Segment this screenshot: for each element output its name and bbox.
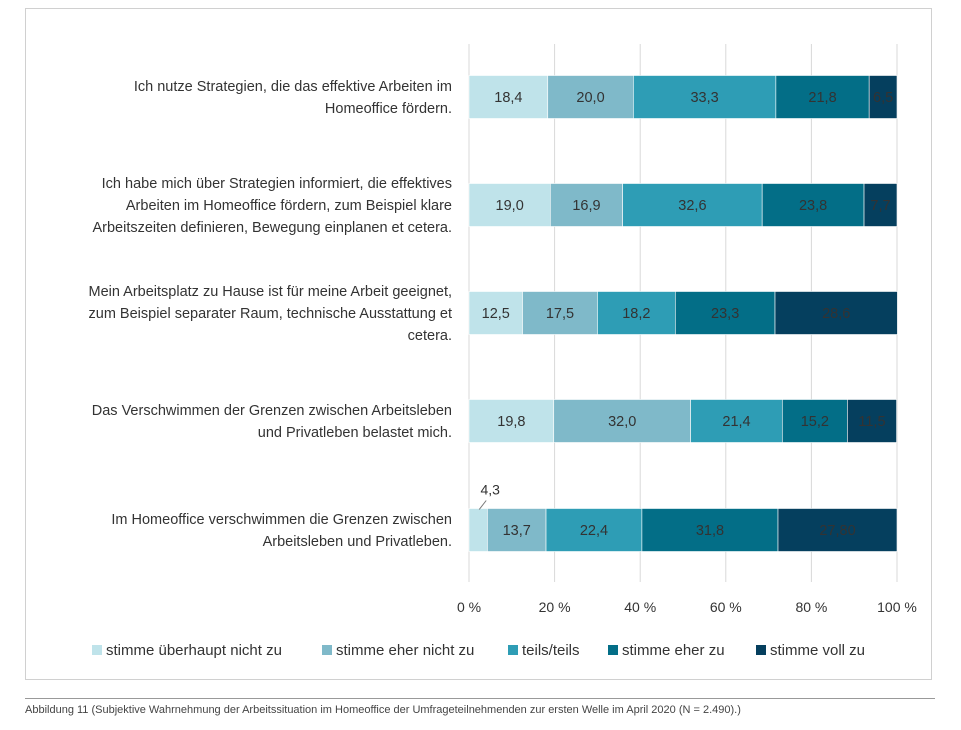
bar-segment — [774, 291, 898, 335]
legend-label: teils/teils — [522, 642, 580, 659]
legend-swatch — [508, 645, 518, 655]
category-label: und Privatleben belastet mich. — [258, 425, 452, 441]
data-label: 20,0 — [576, 90, 604, 106]
bar-segment — [550, 183, 623, 227]
x-tick-label: 20 % — [539, 599, 571, 615]
x-tick-label: 0 % — [457, 599, 481, 615]
bar-segment — [487, 508, 547, 552]
bar-segment — [622, 183, 763, 227]
data-label: 31,8 — [696, 523, 724, 539]
x-tick-label: 60 % — [710, 599, 742, 615]
bar-segment — [522, 291, 598, 335]
data-label: 23,8 — [799, 198, 827, 214]
data-label: 16,9 — [572, 198, 600, 214]
data-label: 4,3 — [480, 482, 500, 498]
data-label: 6,5 — [873, 90, 893, 106]
chart-frame — [25, 8, 932, 680]
category-label: Arbeitszeiten definieren, Bewegung einpl… — [92, 220, 452, 236]
category-label: Im Homeoffice verschwimmen die Grenzen z… — [111, 512, 452, 528]
data-label: 32,6 — [678, 198, 706, 214]
x-tick-label: 100 % — [877, 599, 917, 615]
category-label: cetera. — [408, 328, 452, 344]
legend-swatch — [92, 645, 102, 655]
category-label: Ich habe mich über Strategien informiert… — [102, 176, 452, 192]
data-label: 19,8 — [497, 414, 525, 430]
legend-label: stimme eher zu — [622, 642, 725, 659]
data-label: 22,4 — [580, 523, 608, 539]
leader-line — [478, 500, 487, 510]
bar-segment — [545, 508, 643, 552]
bar-segment — [847, 399, 897, 443]
bar-segment — [674, 291, 776, 335]
category-label: Arbeiten im Homeoffice fördern, zum Beis… — [126, 198, 452, 214]
bar-segment — [863, 183, 898, 227]
bar-segment — [868, 75, 898, 119]
bar-segment — [633, 75, 777, 119]
bar-segment — [468, 291, 523, 335]
bar-segment — [547, 75, 634, 119]
data-label: 15,2 — [801, 414, 829, 430]
bar-segment — [553, 399, 692, 443]
legend-label: stimme überhaupt nicht zu — [106, 642, 282, 659]
data-label: 33,3 — [690, 90, 718, 106]
bar-segment — [775, 75, 870, 119]
data-label: 18,4 — [494, 90, 522, 106]
data-label: 13,7 — [503, 523, 531, 539]
bar-segment — [777, 508, 898, 552]
legend-swatch — [756, 645, 766, 655]
category-label: Das Verschwimmen der Grenzen zwischen Ar… — [92, 403, 452, 419]
data-label: 27,80 — [819, 523, 855, 539]
data-label: 11,5 — [858, 414, 885, 430]
x-tick-label: 40 % — [624, 599, 656, 615]
category-label: zum Beispiel separater Raum, technische … — [89, 306, 453, 322]
legend-label: stimme voll zu — [770, 642, 865, 659]
legend-label: stimme eher nicht zu — [336, 642, 474, 659]
bar-segment — [468, 183, 551, 227]
data-label: 32,0 — [608, 414, 636, 430]
bar-segment — [468, 399, 555, 443]
data-label: 23,3 — [711, 306, 739, 322]
data-label: 21,8 — [808, 90, 836, 106]
bar-segment — [761, 183, 865, 227]
x-tick-label: 80 % — [795, 599, 827, 615]
legend-swatch — [608, 645, 618, 655]
caption-rule — [25, 698, 935, 699]
stacked-bar-chart: Ich nutze Strategien, die das effektive … — [89, 44, 917, 659]
data-label: 21,4 — [722, 414, 750, 430]
bar-segment — [468, 75, 549, 119]
category-label: Mein Arbeitsplatz zu Hause ist für meine… — [89, 284, 453, 300]
bar-segment — [690, 399, 783, 443]
category-label: Ich nutze Strategien, die das effektive … — [134, 79, 452, 95]
category-label: Homeoffice fördern. — [325, 101, 452, 117]
data-label: 12,5 — [482, 306, 510, 322]
bar-segment — [468, 508, 488, 552]
bar-segment — [781, 399, 848, 443]
bar-segment — [641, 508, 779, 552]
data-label: 19,0 — [496, 198, 524, 214]
category-label: Arbeitsleben und Privatleben. — [263, 534, 452, 550]
data-label: 17,5 — [546, 306, 574, 322]
data-label: 18,2 — [622, 306, 650, 322]
data-label: 28,6 — [822, 306, 850, 322]
legend-swatch — [322, 645, 332, 655]
bar-segment — [597, 291, 676, 335]
data-label: 7,7 — [870, 198, 890, 214]
figure-caption: Abbildung 11 (Subjektive Wahrnehmung der… — [25, 704, 741, 716]
